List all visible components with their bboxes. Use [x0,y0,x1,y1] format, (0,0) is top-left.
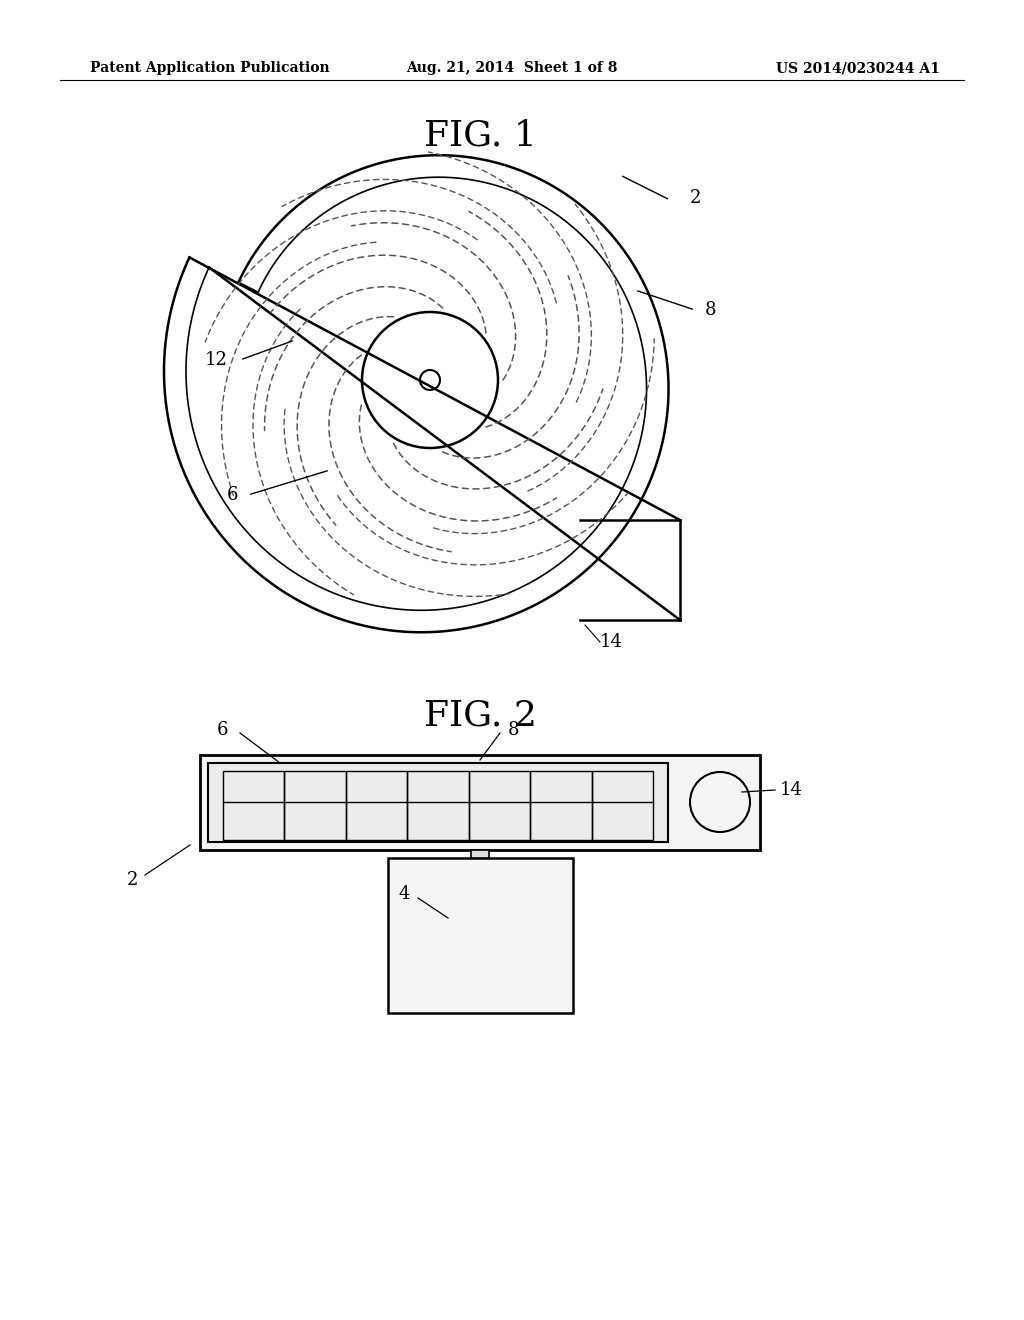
Bar [200,755,760,850]
Text: 12: 12 [205,351,228,370]
Text: FIG. 1: FIG. 1 [424,117,537,152]
Text: 14: 14 [780,781,803,799]
Bar [346,771,408,840]
Bar [223,771,285,840]
Text: 4: 4 [398,884,410,903]
Bar [208,763,668,842]
Bar [285,771,346,840]
Bar [471,850,489,858]
Text: 2: 2 [127,871,138,888]
Text: 8: 8 [508,721,519,739]
Bar [469,771,530,840]
Text: FIG. 2: FIG. 2 [424,698,537,733]
Text: 2: 2 [690,189,701,207]
Text: 8: 8 [705,301,717,319]
Bar [530,771,592,840]
Text: Aug. 21, 2014  Sheet 1 of 8: Aug. 21, 2014 Sheet 1 of 8 [407,61,617,75]
Text: Patent Application Publication: Patent Application Publication [90,61,330,75]
Text: US 2014/0230244 A1: US 2014/0230244 A1 [776,61,940,75]
Text: 6: 6 [226,486,238,504]
Text: 6: 6 [216,721,228,739]
Bar [592,771,653,840]
Text: 14: 14 [600,634,623,651]
Bar [408,771,469,840]
Bar [388,858,573,1012]
